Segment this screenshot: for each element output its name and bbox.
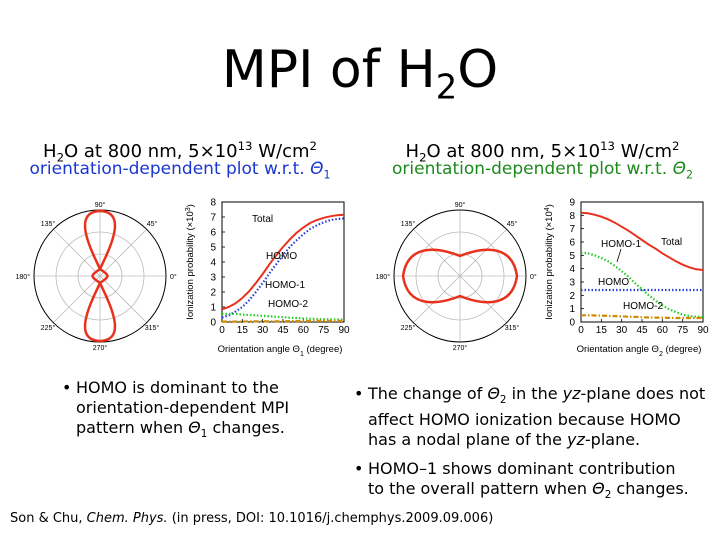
series-line-homo (221, 217, 345, 319)
angle-label-45: 45° (147, 220, 158, 228)
reference: Son & Chu, Chem. Phys. (in press, DOI: 1… (10, 511, 494, 526)
angle-label-45: 45° (507, 220, 518, 228)
polar-grid (34, 210, 166, 342)
x-tick-label: 15 (596, 325, 608, 336)
y-tick-label: 3 (210, 273, 216, 284)
y-axis-label: Ionization probability (×104) (544, 204, 556, 320)
angle-label-135: 135° (401, 220, 416, 228)
x-tick-label: 90 (338, 325, 350, 336)
series-line-total (221, 213, 345, 311)
x-tick-label: 45 (636, 325, 648, 336)
series-line-total (580, 211, 704, 271)
y-tick-label: 4 (210, 258, 216, 269)
series-label-homo-2: HOMO-2 (623, 301, 663, 312)
right-bullet-2: • HOMO–1 shows dominant contribution to … (354, 459, 716, 503)
series-label-total: Total (661, 237, 682, 248)
left-header: H2O at 800 nm, 5×1013 W/cm2 (43, 139, 317, 165)
x-tick-label: 45 (277, 325, 289, 336)
polar-curve (401, 248, 519, 304)
angle-label-180: 180° (376, 273, 391, 281)
right-bullet-1: • The change of Θ2 in the yz-plane does … (354, 384, 716, 450)
y-tick-label: 2 (569, 291, 575, 302)
angle-label-180: 180° (16, 273, 31, 281)
y-tick-label: 0 (210, 318, 216, 329)
series-label-homo-1: HOMO-1 (601, 239, 641, 250)
y-tick-label: 8 (210, 198, 216, 209)
angle-label-0: 0° (170, 273, 177, 281)
left-line-chart: Ionization probability (×103) Orientatio… (185, 198, 350, 358)
y-tick-label: 6 (569, 238, 575, 249)
right-line-chart: Ionization probability (×104) Orientatio… (544, 198, 709, 358)
angle-label-315: 315° (145, 324, 160, 332)
x-tick-label: 60 (298, 325, 310, 336)
series-label-total: Total (252, 214, 273, 225)
polar-frame (393, 209, 527, 343)
angle-label-135: 135° (41, 220, 56, 228)
bullet-text: HOMO–1 shows dominant contribution to th… (368, 459, 689, 502)
polar-curve (83, 209, 117, 343)
y-tick-label: 1 (569, 304, 575, 315)
x-axis-label: Orientation angle Θ2 (degree) (577, 344, 702, 358)
right-polar-plot: 90° 135° 45° 180° 0° 225° 315° 270° (376, 201, 537, 352)
series-label-homo-1: HOMO-1 (265, 280, 305, 291)
angle-label-90: 90° (455, 201, 466, 209)
series-line-homo-1 (222, 312, 344, 321)
series-label-homo: HOMO (266, 251, 297, 262)
x-tick-label: 0 (578, 325, 584, 336)
x-tick-label: 0 (219, 325, 225, 336)
right-subheader: orientation-dependent plot w.r.t. Θ2 (392, 159, 693, 182)
angle-label-0: 0° (530, 273, 537, 281)
title-tail: O (457, 40, 499, 100)
series-line-homo-1 (580, 251, 704, 318)
bullet-marker: • (354, 459, 364, 478)
y-tick-label: 6 (210, 228, 216, 239)
angle-label-225: 225° (41, 324, 56, 332)
y-tick-label: 8 (569, 211, 575, 222)
y-tick-label: 7 (569, 224, 575, 235)
bullet-text: HOMO is dominant to the orientation-depe… (76, 378, 290, 441)
polar-grid (394, 210, 526, 342)
x-axis-label: Orientation angle Θ1 (degree) (218, 344, 343, 358)
bullet-marker: • (354, 384, 364, 403)
left-subheader: orientation-dependent plot w.r.t. Θ1 (29, 159, 331, 182)
angle-label-225: 225° (401, 324, 416, 332)
left-bullet: • HOMO is dominant to the orientation-de… (62, 378, 352, 442)
y-tick-label: 2 (210, 288, 216, 299)
y-tick-label: 0 (569, 318, 575, 329)
slide-title: MPI of H2O (0, 40, 720, 117)
series-label-homo: HOMO (598, 277, 629, 288)
angle-label-90: 90° (95, 201, 106, 209)
right-header: H2O at 800 nm, 5×1013 W/cm2 (405, 139, 680, 165)
angle-label-315: 315° (505, 324, 520, 332)
series-line-homo-2 (222, 319, 344, 323)
x-tick-label: 60 (657, 325, 669, 336)
bullet-marker: • (62, 378, 72, 397)
y-tick-label: 5 (210, 243, 216, 254)
x-tick-label: 15 (237, 325, 249, 336)
left-polar-plot: 90° 135° 45° 180° 0° 225° 315° 270° (16, 201, 177, 352)
x-tick-label: 75 (677, 325, 689, 336)
x-tick-label: 90 (697, 325, 709, 336)
y-tick-label: 7 (210, 213, 216, 224)
angle-label-270: 270° (93, 344, 108, 352)
y-tick-label: 4 (569, 264, 575, 275)
angle-label-270: 270° (453, 344, 468, 352)
y-tick-label: 1 (210, 303, 216, 314)
y-tick-label: 3 (569, 278, 575, 289)
bullet-text: The change of Θ2 in the yz-plane does no… (368, 384, 706, 450)
title-main: MPI of H (221, 40, 436, 100)
y-tick-label: 9 (569, 198, 575, 209)
series-label-homo-2: HOMO-2 (268, 299, 308, 310)
homo-1-pointer (616, 248, 622, 263)
x-tick-label: 75 (318, 325, 330, 336)
x-tick-label: 30 (257, 325, 269, 336)
y-tick-label: 5 (569, 251, 575, 262)
x-tick-label: 30 (616, 325, 628, 336)
series-line-homo-2 (581, 314, 703, 320)
y-axis-label: Ionization probability (×103) (185, 204, 197, 320)
title-subscript: 2 (435, 67, 458, 107)
